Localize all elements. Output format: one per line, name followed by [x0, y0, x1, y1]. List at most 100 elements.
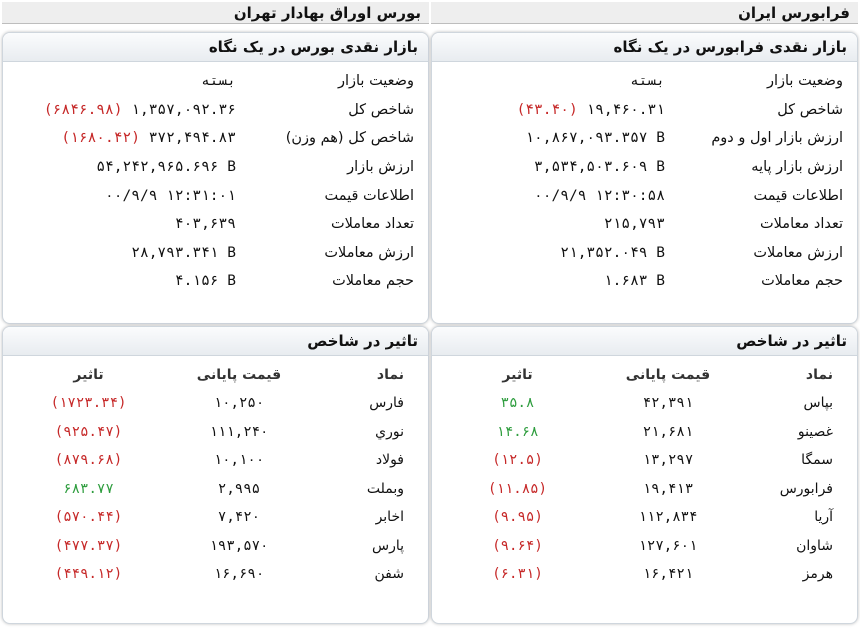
kv-value: بسته	[442, 73, 673, 89]
kv-value-text: ۱۹,۴۶۰.۳۱	[586, 101, 665, 118]
kv-value-text: ۳,۵۳۴,۵۰۳.۶۰۹ B	[534, 159, 665, 176]
kv-value-text: ۵۴,۲۴۲,۹۶۵.۶۹۶ B	[96, 159, 236, 176]
row-effect: ۱۴.۶۸	[496, 423, 539, 440]
kv-label: اطلاعات قیمت	[324, 187, 414, 204]
kv-value: ۳,۵۳۴,۵۰۳.۶۰۹ B	[442, 159, 673, 175]
col-price-header: قیمت پایانی	[625, 367, 711, 383]
tse-impact-title: تاثیر در شاخص	[3, 327, 428, 356]
kv-value: بسته	[13, 73, 244, 89]
row-effect: (۶.۳۱)	[492, 566, 543, 583]
tse-summary-panel: بازار نقدی بورس در یک نگاه وضعیت بازار ب…	[2, 32, 429, 324]
row-price: ۱۶,۶۹۰	[213, 566, 265, 583]
kv-label: شاخص کل	[348, 101, 414, 118]
row-effect: ۶۸۳.۷۷	[63, 480, 114, 497]
kv-value: ۲۸,۷۹۳.۳۴۱ B	[13, 245, 244, 261]
kv-change: (۴۳.۴۰)	[516, 101, 578, 118]
ifb-column: فرابورس ایران بازار نقدی فرابورس در یک ن…	[431, 0, 858, 630]
row-effect: (۱۲.۵)	[492, 452, 543, 469]
kv-value: ۴.۱۵۶ B	[13, 273, 244, 289]
table-row: بپاس ۴۲,۳۹۱ ۳۵.۸	[442, 389, 847, 418]
ifb-summary-list: وضعیت بازار بسته شاخص کل (۴۳.۴۰) ۱۹,۴۶۰.…	[442, 67, 847, 296]
tse-column: بورس اوراق بهادار تهران بازار نقدی بورس …	[2, 0, 429, 630]
row-symbol: سمگا	[801, 452, 833, 469]
row-price: ۱۹,۴۱۳	[642, 480, 694, 497]
table-row: شاوان ۱۲۷,۶۰۱ (۹.۶۴)	[442, 532, 847, 561]
row-symbol: بپاس	[803, 395, 833, 412]
row-effect: (۴۷۷.۳۷)	[54, 537, 123, 554]
row-price: ۲,۹۹۵	[217, 480, 261, 497]
kv-value-text: ۲۸,۷۹۳.۳۴۱ B	[131, 244, 236, 261]
table-row: وبملت ۲,۹۹۵ ۶۸۳.۷۷	[13, 475, 418, 504]
row-price: ۱۱۲,۸۳۴	[638, 509, 698, 526]
row-price: ۱۱۱,۲۴۰	[209, 423, 269, 440]
row-symbol: غصینو	[797, 423, 833, 440]
kv-row-trade-volume: حجم معاملات ۱.۶۸۳ B	[442, 267, 847, 296]
kv-value: ۴۰۳,۶۳۹	[13, 216, 244, 232]
kv-row-total-index: شاخص کل (۶۸۴۶.۹۸) ۱,۳۵۷,۰۹۲.۳۶	[13, 96, 418, 125]
kv-label: ارزش بازار	[347, 159, 414, 176]
kv-row-market-status: وضعیت بازار بسته	[442, 67, 847, 96]
row-symbol: نوري	[375, 423, 404, 440]
row-symbol: فارس	[369, 395, 404, 412]
col-symbol-header: نماد	[805, 367, 833, 383]
row-symbol: شاوان	[796, 537, 833, 554]
kv-label: حجم معاملات	[761, 273, 843, 290]
kv-label: ارزش معاملات	[753, 244, 843, 261]
row-price: ۱۲۷,۶۰۱	[638, 537, 698, 554]
kv-row-trade-value: ارزش معاملات ۲۱,۳۵۲.۰۴۹ B	[442, 239, 847, 268]
table-row: نوري ۱۱۱,۲۴۰ (۹۲۵.۴۷)	[13, 418, 418, 447]
kv-value: (۶۸۴۶.۹۸) ۱,۳۵۷,۰۹۲.۳۶	[13, 102, 244, 118]
kv-row-trade-count: تعداد معاملات ۲۱۵,۷۹۳	[442, 210, 847, 239]
row-price: ۷,۴۲۰	[217, 509, 261, 526]
col-price-header: قیمت پایانی	[196, 367, 282, 383]
row-symbol: هرمز	[802, 566, 833, 583]
row-symbol: فولاد	[375, 452, 404, 469]
kv-change: (۶۸۴۶.۹۸)	[43, 101, 123, 118]
table-row: هرمز ۱۶,۴۲۱ (۶.۳۱)	[442, 560, 847, 589]
ifb-impact-panel: تاثیر در شاخص نماد قیمت پایانی تاثیر بپا…	[431, 326, 858, 624]
col-symbol-header: نماد	[376, 367, 404, 383]
kv-change: (۱۶۸۰.۴۲)	[61, 130, 140, 147]
kv-row-trade-count: تعداد معاملات ۴۰۳,۶۳۹	[13, 210, 418, 239]
kv-label: حجم معاملات	[332, 273, 414, 290]
table-header: نماد قیمت پایانی تاثیر	[13, 361, 418, 389]
row-symbol: شفن	[374, 566, 404, 583]
row-effect: (۹.۶۴)	[492, 537, 543, 554]
ifb-impact-table: نماد قیمت پایانی تاثیر بپاس ۴۲,۳۹۱ ۳۵.۸ غص…	[442, 361, 847, 589]
kv-row-price-info: اطلاعات قیمت ۰۰/۹/۹ ۱۲:۳۰:۵۸	[442, 181, 847, 210]
kv-value-text: ۲۱,۳۵۲.۰۴۹ B	[560, 244, 665, 261]
table-row: غصینو ۲۱,۶۸۱ ۱۴.۶۸	[442, 418, 847, 447]
row-price: ۴۲,۳۹۱	[642, 395, 694, 412]
kv-value: ۱.۶۸۳ B	[442, 273, 673, 289]
row-effect: (۴۴۹.۱۲)	[54, 566, 123, 583]
kv-value: ۰۰/۹/۹ ۱۲:۳۰:۵۸	[442, 188, 673, 204]
kv-label: ارزش بازار پایه	[751, 159, 843, 176]
row-price: ۲۱,۶۸۱	[642, 423, 694, 440]
row-price: ۱۰,۲۵۰	[213, 395, 265, 412]
kv-value: ۵۴,۲۴۲,۹۶۵.۶۹۶ B	[13, 159, 244, 175]
kv-row-market-value: ارزش بازار ۵۴,۲۴۲,۹۶۵.۶۹۶ B	[13, 153, 418, 182]
row-price: ۱۶,۴۲۱	[642, 566, 694, 583]
kv-value: (۴۳.۴۰) ۱۹,۴۶۰.۳۱	[442, 102, 673, 118]
row-effect: (۹۲۵.۴۷)	[54, 423, 123, 440]
kv-value-text: ۰۰/۹/۹ ۱۲:۳۱:۰۱	[105, 187, 236, 204]
ifb-summary-panel: بازار نقدی فرابورس در یک نگاه وضعیت بازا…	[431, 32, 858, 324]
table-row: فولاد ۱۰,۱۰۰ (۸۷۹.۶۸)	[13, 446, 418, 475]
table-row: شفن ۱۶,۶۹۰ (۴۴۹.۱۲)	[13, 560, 418, 589]
kv-label: تعداد معاملات	[760, 216, 843, 233]
table-row: فارس ۱۰,۲۵۰ (۱۷۲۳.۳۴)	[13, 389, 418, 418]
kv-label: ارزش معاملات	[324, 244, 414, 261]
row-effect: (۵۷۰.۴۴)	[54, 509, 123, 526]
kv-value: (۱۶۸۰.۴۲) ۳۷۲,۴۹۴.۸۳	[13, 130, 244, 146]
table-row: اخابر ۷,۴۲۰ (۵۷۰.۴۴)	[13, 503, 418, 532]
row-price: ۱۹۳,۵۷۰	[209, 537, 269, 554]
kv-row-market-value-main: ارزش بازار اول و دوم ۱۰,۸۶۷,۰۹۳.۳۵۷ B	[442, 124, 847, 153]
table-row: پارس ۱۹۳,۵۷۰ (۴۷۷.۳۷)	[13, 532, 418, 561]
kv-value-text: بسته	[630, 73, 665, 90]
kv-value-text: ۱۰,۸۶۷,۰۹۳.۳۵۷ B	[525, 130, 665, 147]
kv-row-market-status: وضعیت بازار بسته	[13, 67, 418, 96]
kv-value-text: ۳۷۲,۴۹۴.۸۳	[148, 130, 236, 147]
row-symbol: وبملت	[366, 480, 404, 497]
tse-summary-title: بازار نقدی بورس در یک نگاه	[3, 33, 428, 62]
tse-section-title: بورس اوراق بهادار تهران	[2, 2, 429, 24]
